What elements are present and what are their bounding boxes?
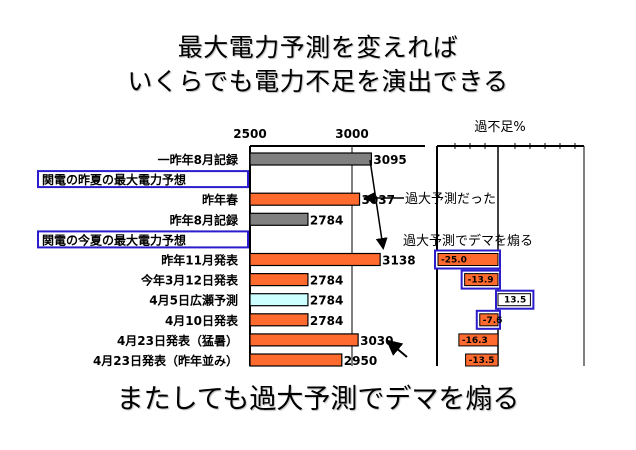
bar — [249, 212, 309, 226]
highlight-box — [37, 230, 249, 249]
category-label: 4月10日発表 — [165, 313, 239, 328]
category-label: 4月5日広瀬予測 — [149, 293, 238, 308]
side-bar — [464, 273, 499, 287]
axis-tick-label: 3000 — [335, 127, 368, 141]
highlight-box — [37, 170, 249, 189]
annotation-demagogy: 過大予測でデマを煽る — [403, 233, 533, 249]
title-line-1: 最大電力予測を変えれば — [177, 33, 459, 62]
bar-value-label: 3030 — [360, 334, 393, 348]
bar-value-label: 2784 — [310, 314, 343, 328]
bar — [249, 152, 372, 166]
bar-value-label: 3037 — [362, 193, 395, 207]
side-bar-value-label: -16.3 — [462, 336, 488, 346]
side-chart-title: 過不足% — [474, 120, 525, 135]
bar — [249, 313, 309, 327]
category-label: 関電の昨夏の最大電力予想 — [42, 172, 186, 187]
side-bar — [479, 313, 499, 327]
bar — [249, 192, 361, 206]
bar-value-label: 2950 — [344, 354, 377, 368]
category-label: 昨年11月発表 — [161, 253, 239, 268]
side-bar-value-label: -25.0 — [441, 256, 467, 266]
category-label: 4月23日発表（昨年並み） — [93, 353, 238, 368]
arrow-to-april23 — [385, 339, 408, 358]
side-bar-value-label: -13.5 — [469, 356, 495, 366]
bar-value-label: 2784 — [310, 274, 343, 288]
category-label: 昨年8月記録 — [170, 212, 239, 227]
category-label: 今年3月12日発表 — [140, 273, 239, 288]
category-label: 一昨年8月記録 — [158, 152, 239, 167]
bar — [249, 353, 343, 367]
bar-value-label: 3138 — [382, 254, 415, 268]
bar — [249, 252, 381, 267]
side-bar — [458, 333, 499, 347]
bar — [249, 333, 359, 347]
side-bar — [465, 353, 499, 367]
bar — [249, 273, 309, 287]
caption: またしても過大予測でデマを煽る — [116, 384, 520, 415]
category-label: 4月23日発表（猛暑） — [117, 333, 238, 348]
side-bar — [497, 293, 531, 307]
annotation-over-forecast: 過大予測だった — [405, 192, 496, 207]
category-label: 昨年春 — [202, 192, 239, 207]
bar — [249, 293, 309, 307]
arrow-to-november — [369, 159, 388, 250]
side-bar — [437, 253, 499, 266]
side-bar-value-label: -13.9 — [468, 276, 494, 286]
bar-value-label: 3095 — [373, 153, 406, 167]
category-label: 関電の今夏の最大電力予想 — [42, 232, 186, 247]
bar-value-label: 2784 — [310, 213, 343, 227]
axis-tick-label: 2500 — [233, 127, 266, 141]
side-bar-value-label: 13.5 — [504, 296, 526, 306]
bar-value-label: 2784 — [310, 294, 343, 308]
title-line-2: いくらでも電力不足を演出できる — [127, 67, 509, 96]
side-bar-value-label: -7.6 — [483, 316, 503, 326]
